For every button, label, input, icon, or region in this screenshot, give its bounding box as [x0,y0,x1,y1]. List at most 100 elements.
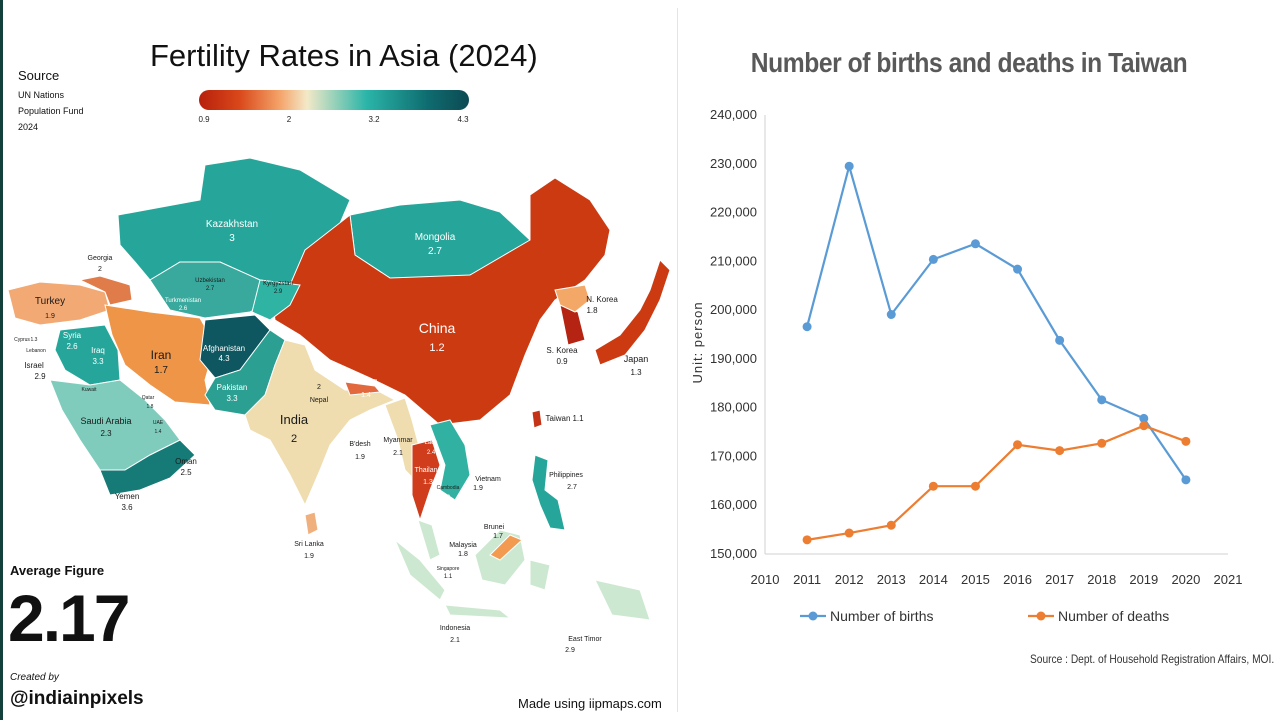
country-label: Israel [24,361,44,370]
country-label: Nepal [310,397,329,404]
data-point [1013,440,1023,450]
country-label: East Timor [568,636,602,643]
country-label: Sri Lanka [294,541,324,548]
country-value: 2.7 [206,286,215,292]
country-label: UAE [153,420,164,426]
country-value: 2.3 [100,429,112,438]
country-label: Syria [63,331,82,340]
map-title: Fertility Rates in Asia (2024) [150,38,538,73]
country-value: 2.1 [393,450,403,457]
source-line: 2024 [18,122,39,132]
asia-map: Kazakhstan 3 Mongolia 2.7 Georgia 2 Uzbe… [7,157,671,654]
nepal-bhutan-shape [344,381,381,396]
average-label: Average Figure [10,563,105,578]
y-tick-label: 240,000 [710,107,757,122]
country-value: 1.1 [444,574,453,580]
laos-vietnam-shape [429,419,471,501]
country-value: 2 [98,266,102,273]
country-value: 2.7 [428,246,442,257]
country-label: Mongolia [415,232,456,243]
y-tick-label: 170,000 [710,448,757,463]
country-label: Yemen [115,492,140,501]
country-value: 3.3 [92,357,104,366]
x-tick-label: 2021 [1214,572,1243,587]
legend: Number of births Number of deaths [800,608,1169,624]
country-label: Saudi Arabia [80,416,131,426]
country-labels: Kazakhstan 3 Mongolia 2.7 Georgia 2 Uzbe… [14,219,648,654]
country-value: 1.9 [473,485,483,492]
country-label: Lebanon [26,348,46,354]
n-korea-shape [554,284,591,313]
x-tick-label: 2014 [919,572,948,587]
thailand-shape [411,439,441,522]
country-label: India [280,412,309,427]
country-value: 2 [291,433,297,445]
data-point [1181,475,1191,485]
series-layer [802,161,1191,545]
data-point [802,322,812,332]
y-tick-label: 150,000 [710,546,757,561]
data-point [970,239,980,249]
data-point [1013,264,1023,274]
data-point [1055,335,1065,345]
country-value: 1.7 [493,533,503,540]
line-chart: 150,000 160,000 170,000 180,000 190,000 200,0… [690,107,1242,624]
country-value: 0.9 [556,357,568,366]
country-value: 1.3 [423,479,433,486]
made-using-credit: Made using iipmaps.com [518,696,662,711]
data-point [844,161,854,171]
caucasus-shape [78,275,133,306]
country-label: Georgia [88,255,113,262]
data-point [1139,421,1149,431]
color-scale-bar [199,90,469,110]
country-value: 1.8 [586,306,598,315]
country-label: Turkey [35,296,65,307]
country-value: 4.3 [218,354,230,363]
papua-shape [594,579,651,621]
series-line-deaths [806,424,1187,541]
scale-tick: 4.3 [457,115,469,124]
x-tick-label: 2010 [751,572,780,587]
china-shape [271,177,611,426]
data-point [1097,395,1107,405]
country-value: 1.9 [45,313,55,320]
country-label: Kuwait [81,387,97,393]
data-point [1097,438,1107,448]
average-value: 2.17 [8,581,130,655]
x-tick-label: 2015 [961,572,990,587]
author-handle: @indiainpixels [10,688,144,709]
legend-label: Number of births [830,608,933,624]
country-value: 1.3 [630,368,642,377]
sumatra-shape [394,539,446,601]
data-point [970,481,980,491]
x-tick-label: 2019 [1129,572,1158,587]
data-point [886,520,896,530]
country-label: S. Korea [546,346,578,355]
country-label: Singapore [437,566,460,572]
brunei-shape [489,534,523,561]
source-heading: Source [18,68,60,83]
data-point [1181,436,1191,446]
y-axis-label: Unit: person [690,301,705,383]
created-by-label: Created by [10,672,59,683]
country-label: Kazakhstan [206,219,258,230]
country-value: 3.3 [226,394,238,403]
country-label: Cambodia [437,485,460,491]
y-tick-label: 190,000 [710,351,757,366]
tick-labels: 150,000 160,000 170,000 180,000 190,000 200,0… [710,107,1242,587]
country-label: Japan [624,354,649,364]
country-label: Laos [424,440,437,446]
country-label: Indonesia [440,625,470,632]
legend-label: Number of deaths [1058,608,1169,624]
country-value: 2.6 [179,306,188,312]
source-note: Source : Dept. of Household Registration… [1030,652,1275,666]
scale-tick: 2 [286,115,292,124]
y-tick-label: 220,000 [710,205,757,220]
x-tick-label: 2013 [877,572,906,587]
country-label: Thailand [415,467,442,474]
country-value: 1.9 [355,454,365,461]
y-tick-label: 180,000 [710,400,757,415]
country-value: 3 [229,233,235,244]
country-value: 3.6 [121,503,133,512]
data-point [1055,446,1065,456]
